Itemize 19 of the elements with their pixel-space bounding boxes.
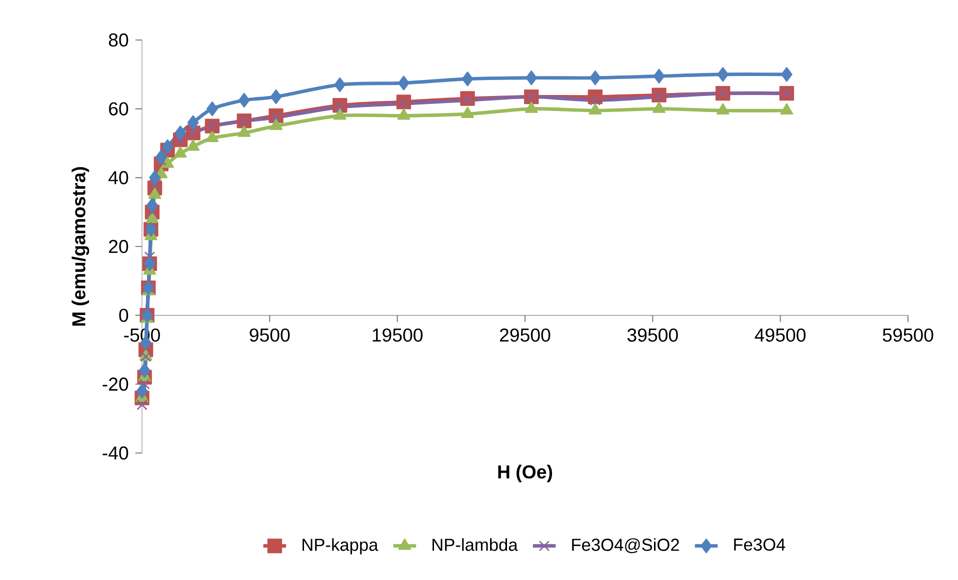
x-tick-label: 49500	[754, 328, 806, 342]
y-axis-title: M (emu/gamostra)	[72, 167, 90, 326]
y-tick-label: 0	[119, 308, 128, 322]
legend-label: Fe3O4	[734, 538, 786, 551]
x-axis-title: H (Oe)	[498, 464, 552, 482]
legend-label: Fe3O4@SiO2	[572, 538, 679, 554]
x-tick-label: 19500	[372, 328, 423, 342]
y-tick-label: -40	[102, 446, 128, 460]
y-tick-label: 60	[109, 102, 128, 116]
legend-label: NP-lambda	[432, 538, 518, 551]
y-tick-label: 20	[109, 240, 128, 254]
y-tick-label: 40	[108, 171, 128, 184]
x-tick-label: 9500	[250, 328, 290, 342]
y-tick-label: -20	[102, 378, 128, 391]
legend-label: NP-kappa	[302, 538, 378, 554]
y-tick-label: 80	[108, 33, 128, 47]
x-tick-label: 39500	[627, 328, 678, 342]
x-tick-label: 29500	[500, 328, 550, 342]
x-tick-label: 59500	[882, 328, 934, 342]
